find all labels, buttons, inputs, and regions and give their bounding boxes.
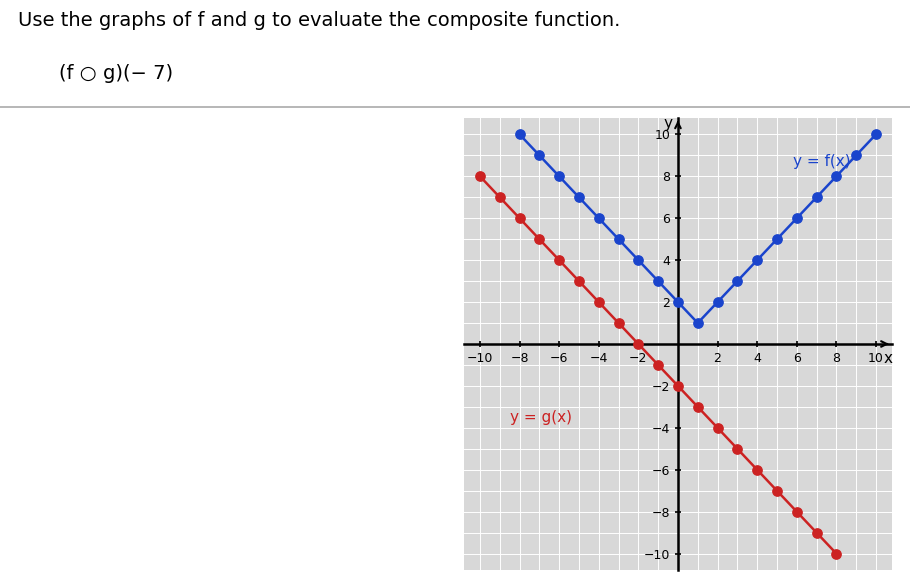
Point bbox=[472, 172, 487, 181]
Point bbox=[711, 298, 725, 307]
Text: y = g(x): y = g(x) bbox=[510, 410, 571, 425]
Text: y: y bbox=[663, 116, 672, 131]
Point bbox=[770, 235, 784, 244]
Point bbox=[571, 276, 586, 286]
Point bbox=[711, 423, 725, 433]
Text: Use the graphs of f and g to evaluate the composite function.: Use the graphs of f and g to evaluate th… bbox=[18, 11, 621, 29]
Point bbox=[512, 130, 527, 139]
Point bbox=[809, 528, 824, 537]
Point bbox=[551, 255, 566, 265]
Point bbox=[612, 235, 626, 244]
Text: (f ○ g)(− 7): (f ○ g)(− 7) bbox=[58, 64, 173, 83]
Point bbox=[612, 318, 626, 328]
Point bbox=[512, 213, 527, 223]
Point bbox=[532, 235, 547, 244]
Point bbox=[592, 213, 606, 223]
Point bbox=[571, 192, 586, 202]
Point bbox=[730, 276, 744, 286]
Point bbox=[691, 402, 705, 412]
Point bbox=[551, 172, 566, 181]
Point bbox=[750, 255, 764, 265]
Point bbox=[651, 276, 665, 286]
Point bbox=[750, 465, 764, 475]
Point bbox=[829, 549, 844, 558]
Text: y = f(x): y = f(x) bbox=[793, 154, 851, 169]
Point bbox=[631, 339, 645, 349]
Text: x: x bbox=[884, 351, 893, 366]
Point bbox=[869, 130, 884, 139]
Point bbox=[631, 255, 645, 265]
Point bbox=[809, 192, 824, 202]
Point bbox=[790, 213, 804, 223]
Point bbox=[849, 151, 864, 160]
Point bbox=[671, 298, 685, 307]
Point bbox=[671, 381, 685, 390]
Point bbox=[730, 444, 744, 453]
Point bbox=[770, 486, 784, 496]
Point bbox=[829, 172, 844, 181]
Point bbox=[592, 298, 606, 307]
Point bbox=[492, 192, 507, 202]
Point bbox=[790, 507, 804, 516]
Point bbox=[651, 360, 665, 370]
Point bbox=[691, 318, 705, 328]
Point bbox=[532, 151, 547, 160]
